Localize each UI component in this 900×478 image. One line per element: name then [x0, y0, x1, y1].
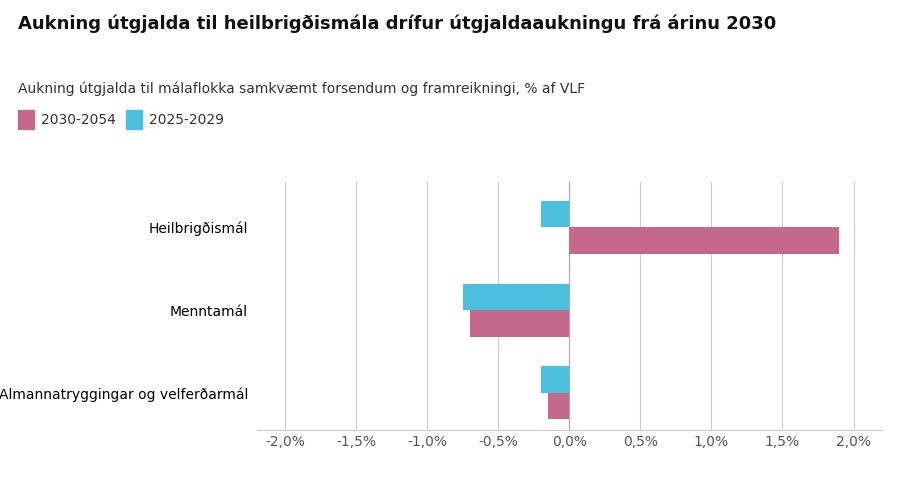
Bar — [463, 283, 569, 310]
Bar — [470, 310, 569, 337]
Text: 2025-2029: 2025-2029 — [149, 112, 224, 127]
Bar — [548, 393, 569, 419]
Text: Aukning útgjalda til málaflokka samkvæmt forsendum og framreikningi, % af VLF: Aukning útgjalda til málaflokka samkvæmt… — [18, 81, 585, 96]
Bar — [569, 227, 840, 254]
Text: 2030-2054: 2030-2054 — [41, 112, 116, 127]
Bar — [541, 367, 569, 393]
Bar — [541, 201, 569, 227]
Text: Aukning útgjalda til heilbrigðismála drífur útgjaldaaukningu frá árinu 2030: Aukning útgjalda til heilbrigðismála drí… — [18, 14, 776, 33]
